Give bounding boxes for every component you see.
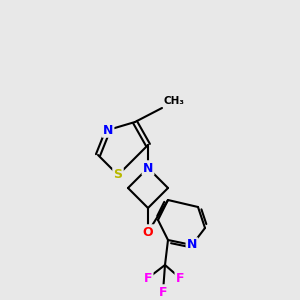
Text: S: S [113,169,122,182]
Text: N: N [143,161,153,175]
Text: F: F [159,286,167,298]
Text: N: N [187,238,197,251]
Text: CH₃: CH₃ [164,96,185,106]
Text: O: O [143,226,153,238]
Text: F: F [176,272,184,284]
Text: N: N [103,124,113,136]
Text: F: F [144,272,152,284]
